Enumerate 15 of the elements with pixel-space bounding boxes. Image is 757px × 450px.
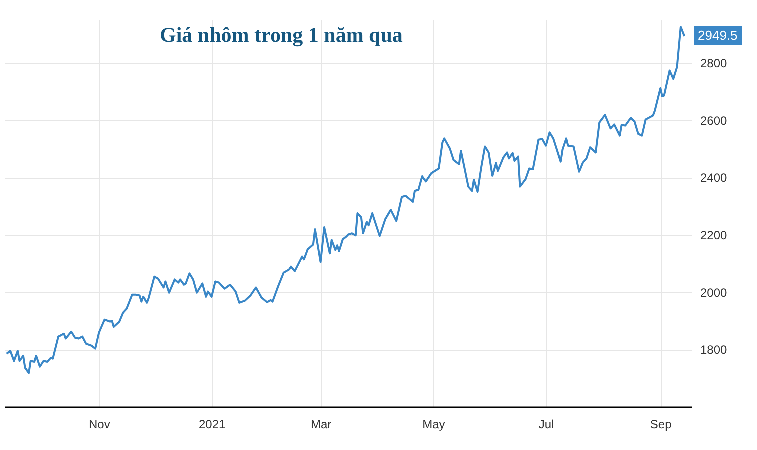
- y-tick-label: 2600: [700, 114, 728, 128]
- x-tick-label: Jul: [538, 418, 554, 432]
- text: 2949.5: [694, 26, 742, 45]
- y-tick-label: 1800: [700, 343, 728, 358]
- y-tick-label: 2400: [700, 171, 728, 186]
- y-tick-label: 2200: [700, 228, 728, 242]
- x-tick-label: Nov: [89, 418, 110, 432]
- line-series: [6, 26, 686, 374]
- x-tick-label: Mar: [310, 418, 332, 432]
- y-tick-label: 2800: [700, 56, 728, 70]
- y-tick-label: 2000: [700, 286, 728, 300]
- x-tick-label: Sep: [650, 418, 672, 432]
- x-tick-label: May: [422, 418, 446, 432]
- chart-title: Giá nhôm trong 1 năm qua: [160, 23, 404, 47]
- x-tick-label: 2021: [198, 418, 226, 432]
